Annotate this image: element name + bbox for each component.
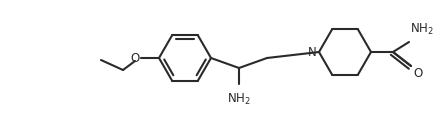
- Text: O: O: [131, 52, 140, 64]
- Text: NH$_2$: NH$_2$: [410, 22, 434, 37]
- Text: O: O: [413, 67, 422, 80]
- Text: N: N: [308, 46, 317, 59]
- Text: NH$_2$: NH$_2$: [227, 92, 251, 107]
